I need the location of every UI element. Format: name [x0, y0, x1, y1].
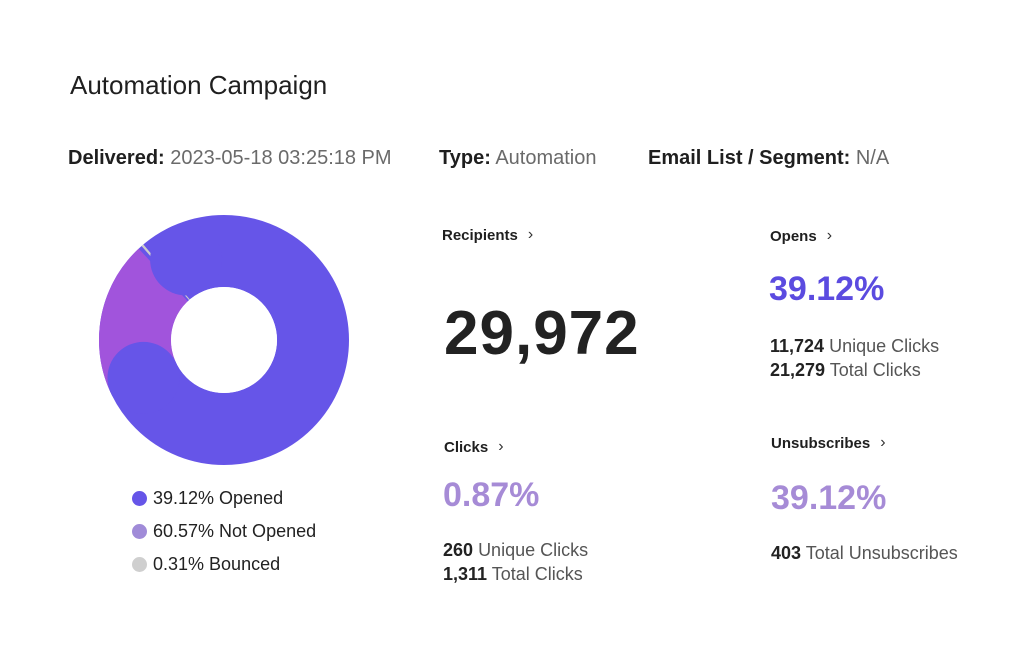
email-list-label: Email List / Segment: [648, 147, 851, 169]
chevron-right-icon: › [527, 226, 534, 243]
type-info: Type: Automation [439, 147, 596, 170]
email-list-info: Email List / Segment: N/A [648, 147, 889, 170]
chart-legend: 39.12% Opened 60.57% Not Opened 0.31% Bo… [132, 482, 316, 581]
donut-cap-upper [150, 223, 223, 296]
clicks-percent: 0.87% [443, 476, 540, 514]
clicks-total-label: Total Clicks [491, 564, 583, 584]
legend-label-bounced: 0.31% Bounced [153, 554, 281, 574]
opens-unique-count: 11,724 [770, 336, 825, 356]
delivered-label: Delivered: [68, 147, 165, 169]
clicks-stats: 260 Unique Clicks 1,311 Total Clicks [443, 538, 588, 586]
delivered-info: Delivered: 2023-05-18 03:25:18 PM [68, 147, 392, 170]
unsubscribes-total-label: Total Unsubscribes [805, 543, 958, 563]
recipients-label: Recipients [442, 226, 518, 244]
unsubscribes-stats: 403 Total Unsubscribes [771, 541, 958, 565]
unsubscribes-link[interactable]: Unsubscribes › [771, 434, 886, 452]
type-label: Type: [439, 147, 491, 169]
opens-label: Opens [770, 227, 817, 245]
unsubscribes-label: Unsubscribes [771, 434, 871, 452]
opens-unique-label: Unique Clicks [829, 336, 940, 356]
clicks-unique-count: 260 [443, 540, 474, 560]
email-list-value: N/A [855, 147, 890, 169]
delivery-donut-chart [99, 215, 349, 465]
recipients-link[interactable]: Recipients › [442, 226, 533, 244]
legend-label-not-opened: 60.57% Not Opened [153, 521, 317, 541]
delivered-value: 2023-05-18 03:25:18 PM [170, 147, 392, 169]
clicks-unique-label: Unique Clicks [478, 540, 589, 560]
donut-cap-lower [107, 341, 180, 414]
legend-dot-not-opened [132, 524, 147, 539]
legend-label-opened: 39.12% Opened [153, 488, 284, 508]
type-value: Automation [495, 147, 597, 169]
opens-total-label: Total Clicks [829, 360, 921, 380]
recipients-count: 29,972 [444, 299, 640, 368]
legend-item-opened: 39.12% Opened [132, 482, 316, 515]
opens-stats: 11,724 Unique Clicks 21,279 Total Clicks [770, 334, 939, 382]
opens-total-count: 21,279 [770, 360, 826, 380]
page-title: Automation Campaign [70, 70, 328, 100]
chevron-right-icon: › [880, 434, 886, 451]
legend-dot-opened [132, 491, 147, 506]
slice-not-opened [99, 215, 349, 465]
donut-hole [171, 287, 277, 393]
chevron-right-icon: › [826, 227, 833, 244]
unsubscribes-total-count: 403 [771, 543, 802, 563]
legend-item-not-opened: 60.57% Not Opened [132, 515, 316, 548]
opens-percent: 39.12% [769, 270, 885, 308]
clicks-label: Clicks [444, 438, 489, 456]
clicks-total-count: 1,311 [443, 564, 488, 584]
legend-item-bounced: 0.31% Bounced [132, 548, 316, 581]
chevron-right-icon: › [498, 438, 504, 455]
unsubscribes-percent: 39.12% [771, 479, 887, 517]
clicks-link[interactable]: Clicks › [444, 438, 504, 456]
legend-dot-bounced [132, 557, 147, 572]
opens-link[interactable]: Opens › [770, 227, 832, 245]
